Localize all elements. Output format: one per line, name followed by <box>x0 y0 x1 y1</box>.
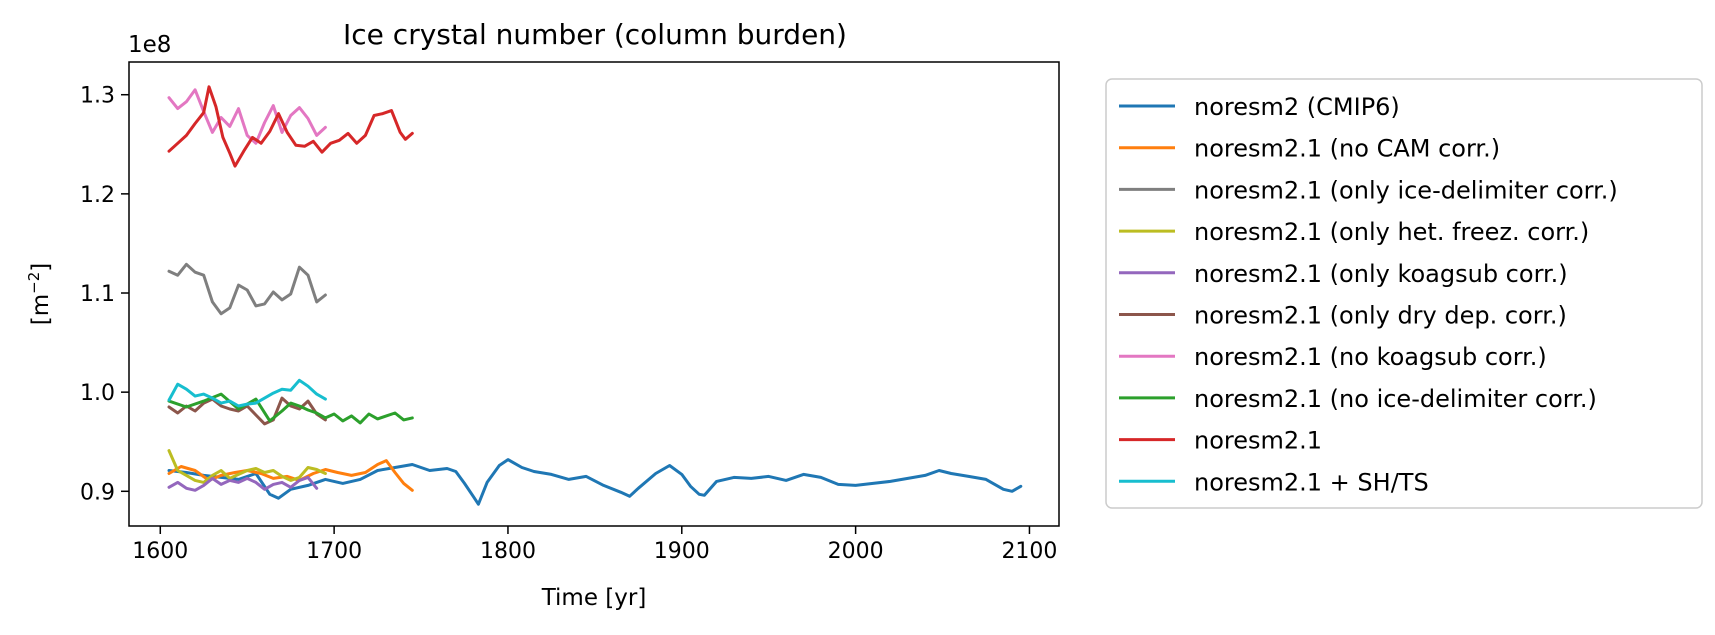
legend-label-6: noresm2.1 (no koagsub corr.) <box>1194 343 1547 371</box>
series-line-4 <box>167 475 319 492</box>
legend-box <box>1105 78 1703 509</box>
y-axis-label: [m−2] <box>25 263 54 326</box>
plot-frame <box>128 61 1060 527</box>
legend-label-2: noresm2.1 (only ice-delimiter corr.) <box>1194 176 1618 204</box>
legend-label-4: noresm2.1 (only koagsub corr.) <box>1194 260 1568 288</box>
plot-area <box>167 85 1023 506</box>
y-tick-label: 1.3 <box>80 84 115 109</box>
series-line-0 <box>167 458 1023 506</box>
legend-label-9: noresm2.1 + SH/TS <box>1194 468 1429 496</box>
series-line-9 <box>167 378 327 408</box>
series-line-3 <box>167 449 327 484</box>
y-offset-label: 1e8 <box>128 32 171 58</box>
legend-label-0: noresm2 (CMIP6) <box>1194 93 1400 121</box>
x-axis: 1600 1700 1800 1900 2000 2100 <box>132 526 1057 564</box>
legend-label-7: noresm2.1 (no ice-delimiter corr.) <box>1194 385 1597 413</box>
x-tick-label: 1700 <box>306 539 362 564</box>
legend-label-3: noresm2.1 (only het. freez. corr.) <box>1194 218 1589 246</box>
x-tick-label: 2100 <box>1001 539 1057 564</box>
y-axis-label-suffix: ] <box>28 263 54 272</box>
y-tick-label: 0.9 <box>80 480 115 505</box>
series-line-2 <box>167 262 327 316</box>
y-axis-label-prefix: [m <box>28 294 54 325</box>
y-axis: 0.9 1.0 1.1 1.2 1.3 <box>80 84 129 505</box>
legend-items: noresm2 (CMIP6) noresm2.1 (no CAM corr.) n… <box>1119 93 1618 496</box>
series-line-7 <box>167 392 414 425</box>
x-tick-label: 1600 <box>132 539 188 564</box>
legend-label-5: noresm2.1 (only dry dep. corr.) <box>1194 302 1567 330</box>
y-tick-label: 1.1 <box>80 282 115 307</box>
legend-label-1: noresm2.1 (no CAM corr.) <box>1194 135 1500 163</box>
series-line-5 <box>167 396 327 426</box>
y-tick-label: 1.0 <box>80 381 115 406</box>
series-line-6 <box>167 88 327 145</box>
x-tick-label: 1800 <box>480 539 536 564</box>
legend: noresm2 (CMIP6) noresm2.1 (no CAM corr.) n… <box>1105 78 1703 509</box>
x-tick-label: 2000 <box>828 539 884 564</box>
x-axis-label: Time [yr] <box>541 585 647 611</box>
y-axis-label-exponent: −2 <box>25 272 43 294</box>
chart-title: Ice crystal number (column burden) <box>343 18 847 51</box>
y-tick-label: 1.2 <box>80 183 115 208</box>
series-line-8 <box>167 85 414 168</box>
x-tick-label: 1900 <box>654 539 710 564</box>
legend-label-8: noresm2.1 <box>1194 427 1322 455</box>
